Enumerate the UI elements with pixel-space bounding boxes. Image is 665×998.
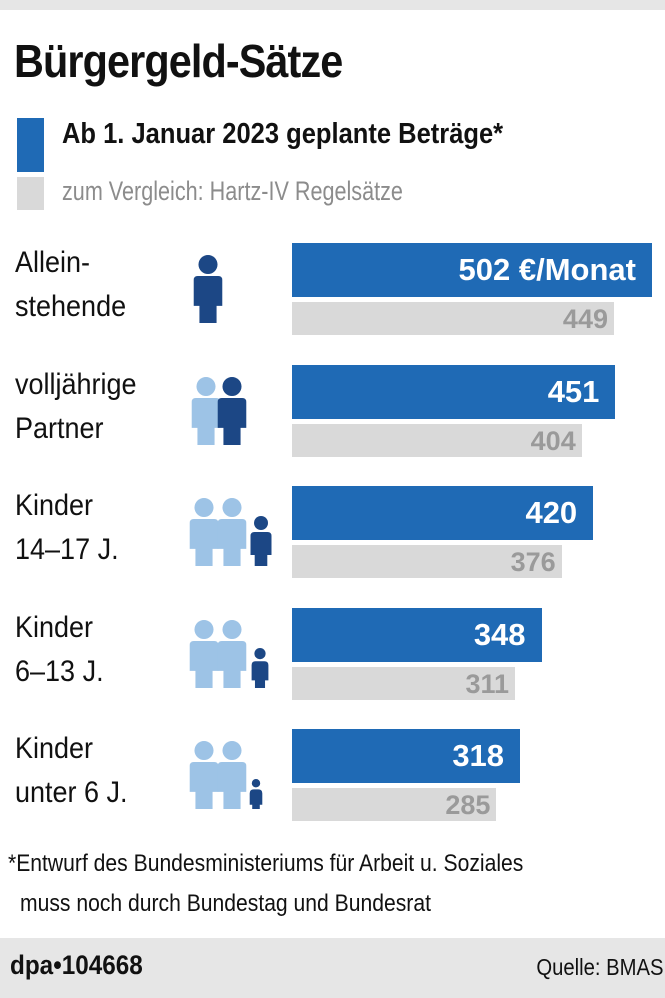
category-label-line: Partner [15,411,104,445]
value-label-hartz: 449 [562,304,608,334]
category-label-line: volljährige [15,367,137,401]
bar-planned [292,364,616,419]
value-label-hartz: 311 [465,668,510,699]
value-label-planned: 318 [452,738,505,773]
category-label-line: stehende [15,290,127,323]
chart-title: Bürgergeld-Sätze [14,35,343,87]
graphic-id: dpa•104668 [10,950,143,980]
bar-hartz [292,423,582,457]
family-teen-icon [189,498,272,566]
category-label-line: Allein- [15,246,91,279]
bar-hartz [292,788,497,821]
footnote-line-2: muss noch durch Bundestag und Bundesrat [20,890,431,917]
bar-hartz [292,545,562,578]
value-label-planned: 502 €/Monat [458,252,636,287]
footer-bar [0,938,665,998]
value-label-hartz: 376 [510,547,556,577]
category-label-line: Kinder [15,732,94,765]
category-label-line: unter 6 J. [15,776,128,809]
family-toddler-icon [189,741,263,809]
bar-planned [292,486,594,540]
legend-swatch-hartz [17,177,44,210]
category-label: volljährige Partner [15,363,137,451]
value-label-planned: 420 [525,495,578,530]
family-child-icon [189,619,269,688]
category-label-line: Kinder [15,489,94,522]
legend-label-hartz: zum Vergleich: Hartz-IV Regelsätze [62,176,403,206]
category-label: Kinder 14–17 J. [15,484,119,572]
bar-planned [292,729,521,783]
category-label: Allein- stehende [15,241,126,329]
value-label-planned: 451 [547,373,600,409]
value-label-hartz: 285 [445,790,491,820]
top-strip [0,0,665,10]
category-label: Kinder 6–13 J. [15,606,104,694]
category-label-line: 6–13 J. [15,654,104,688]
footnote-line-1: *Entwurf des Bundesministeriums für Arbe… [8,850,524,877]
bar-hartz [292,666,516,700]
source-label: Quelle: BMAS [535,954,663,980]
legend-swatch-planned [17,118,44,172]
single-adult-icon [193,255,223,323]
bar-planned [292,607,542,662]
category-label-line: 14–17 J. [15,533,119,566]
bar-planned [292,243,652,297]
category-label-line: Kinder [15,610,94,644]
legend-label-planned: Ab 1. Januar 2023 geplante Beträge* [62,118,504,150]
value-label-hartz: 404 [530,425,576,456]
two-adults-icon [191,376,247,445]
bar-hartz [292,302,614,335]
category-label: Kinder unter 6 J. [15,727,128,815]
value-label-planned: 348 [473,616,526,652]
